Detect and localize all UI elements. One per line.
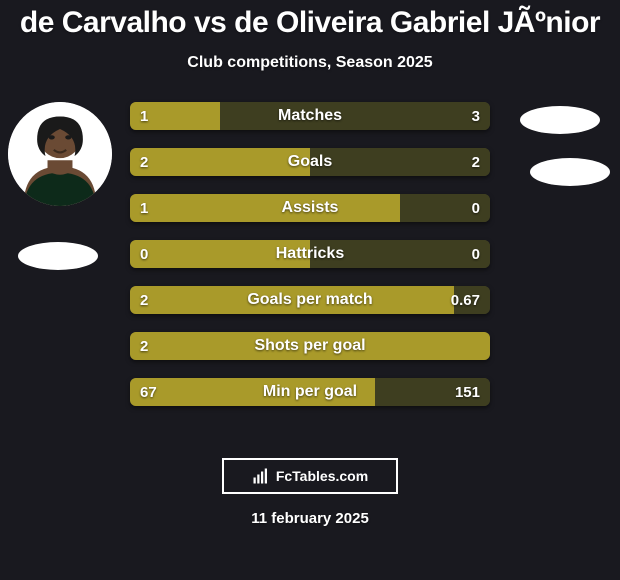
chart-icon: [252, 467, 270, 485]
stat-bar-right-fill: [310, 148, 490, 176]
stat-bar-right-fill: [220, 102, 490, 130]
stat-bar-right-fill: [375, 378, 490, 406]
stat-bar-right-fill: [400, 194, 490, 222]
site-badge: FcTables.com: [222, 458, 398, 494]
stat-row: 10Assists: [130, 194, 490, 222]
stat-bar-left-fill: [130, 240, 310, 268]
stat-row: 00Hattricks: [130, 240, 490, 268]
person-icon: [8, 102, 112, 206]
stat-bar-left-fill: [130, 332, 490, 360]
footer-date: 11 february 2025: [0, 510, 620, 527]
stat-bars: 13Matches 22Goals 10Assists 00Hattricks 20.6…: [130, 102, 490, 424]
stat-bar-left-fill: [130, 378, 375, 406]
stat-bar-left-fill: [130, 194, 400, 222]
stat-row: 22Goals: [130, 148, 490, 176]
stat-row: 2Shots per goal: [130, 332, 490, 360]
stat-bar-left-fill: [130, 148, 310, 176]
page-subtitle: Club competitions, Season 2025: [0, 54, 620, 72]
player2-club-badge-1: [520, 106, 600, 134]
stat-row: 20.67Goals per match: [130, 286, 490, 314]
stat-row: 67151Min per goal: [130, 378, 490, 406]
comparison-layout: 13Matches 22Goals 10Assists 00Hattricks 20.6…: [0, 102, 620, 432]
player1-club-badge: [18, 242, 98, 270]
player1-avatar: [8, 102, 112, 206]
stat-bar-right-fill: [454, 286, 490, 314]
stat-bar-left-fill: [130, 286, 454, 314]
stat-bar-right-fill: [310, 240, 490, 268]
page-title: de Carvalho vs de Oliveira Gabriel JÃºni…: [0, 0, 620, 40]
stat-row: 13Matches: [130, 102, 490, 130]
stat-bar-left-fill: [130, 102, 220, 130]
player2-club-badge-2: [530, 158, 610, 186]
site-name: FcTables.com: [276, 468, 368, 484]
